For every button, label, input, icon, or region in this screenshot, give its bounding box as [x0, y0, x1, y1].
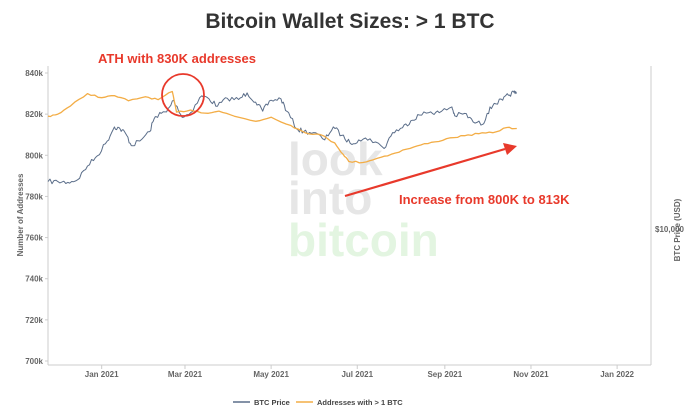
y2-axis-label: BTC Price (USD): [673, 198, 682, 261]
y-tick-label: 820k: [25, 110, 43, 119]
watermark-line-3: bitcoin: [288, 214, 439, 266]
legend-label-btc-price: BTC Price: [254, 398, 290, 407]
x-tick-label: May 2021: [253, 370, 289, 379]
x-tick-label: Sep 2021: [427, 370, 462, 379]
annotation-arrow-head: [503, 143, 517, 155]
y-tick-label: 800k: [25, 151, 43, 160]
x-tick-label: Jan 2022: [600, 370, 634, 379]
x-tick-label: Mar 2021: [168, 370, 203, 379]
y-tick-label: 700k: [25, 357, 43, 366]
watermark: look into bitcoin: [288, 133, 439, 266]
series-line-btc-price: [47, 90, 518, 185]
x-tick-label: Jul 2021: [341, 370, 373, 379]
annotation-ath-circle: [161, 73, 205, 117]
watermark-line-1: look: [288, 133, 383, 185]
y2-axis-ticks: $10,000: [655, 225, 684, 234]
annotation-increase: Increase from 800K to 813K: [399, 192, 570, 207]
y-tick-label: 840k: [25, 69, 43, 78]
y-tick-label: 760k: [25, 234, 43, 243]
x-tick-label: Jan 2021: [85, 370, 119, 379]
legend-label-addresses: Addresses with > 1 BTC: [317, 398, 403, 407]
annotation-arrow-line: [344, 147, 506, 198]
x-axis-ticks: Jan 2021 Mar 2021 May 2021 Jul 2021 Sep 2021…: [85, 365, 635, 379]
series-line-addresses-gt-1btc: [47, 90, 517, 164]
y2-tick-label: $10,000: [655, 225, 684, 234]
y-axis-label: Number of Addresses: [16, 173, 25, 256]
legend: BTC Price Addresses with > 1 BTC: [233, 398, 403, 407]
y-tick-label: 740k: [25, 275, 43, 284]
x-tick-label: Nov 2021: [513, 370, 549, 379]
annotation-ath: ATH with 830K addresses: [98, 51, 256, 66]
y-tick-label: 720k: [25, 316, 43, 325]
y-tick-label: 780k: [25, 192, 43, 201]
y-axis-ticks: 700k 720k 740k 760k 780k 800k 820k 840k: [25, 69, 48, 366]
watermark-line-2: into: [288, 172, 372, 224]
chart-title: Bitcoin Wallet Sizes: > 1 BTC: [205, 10, 494, 33]
